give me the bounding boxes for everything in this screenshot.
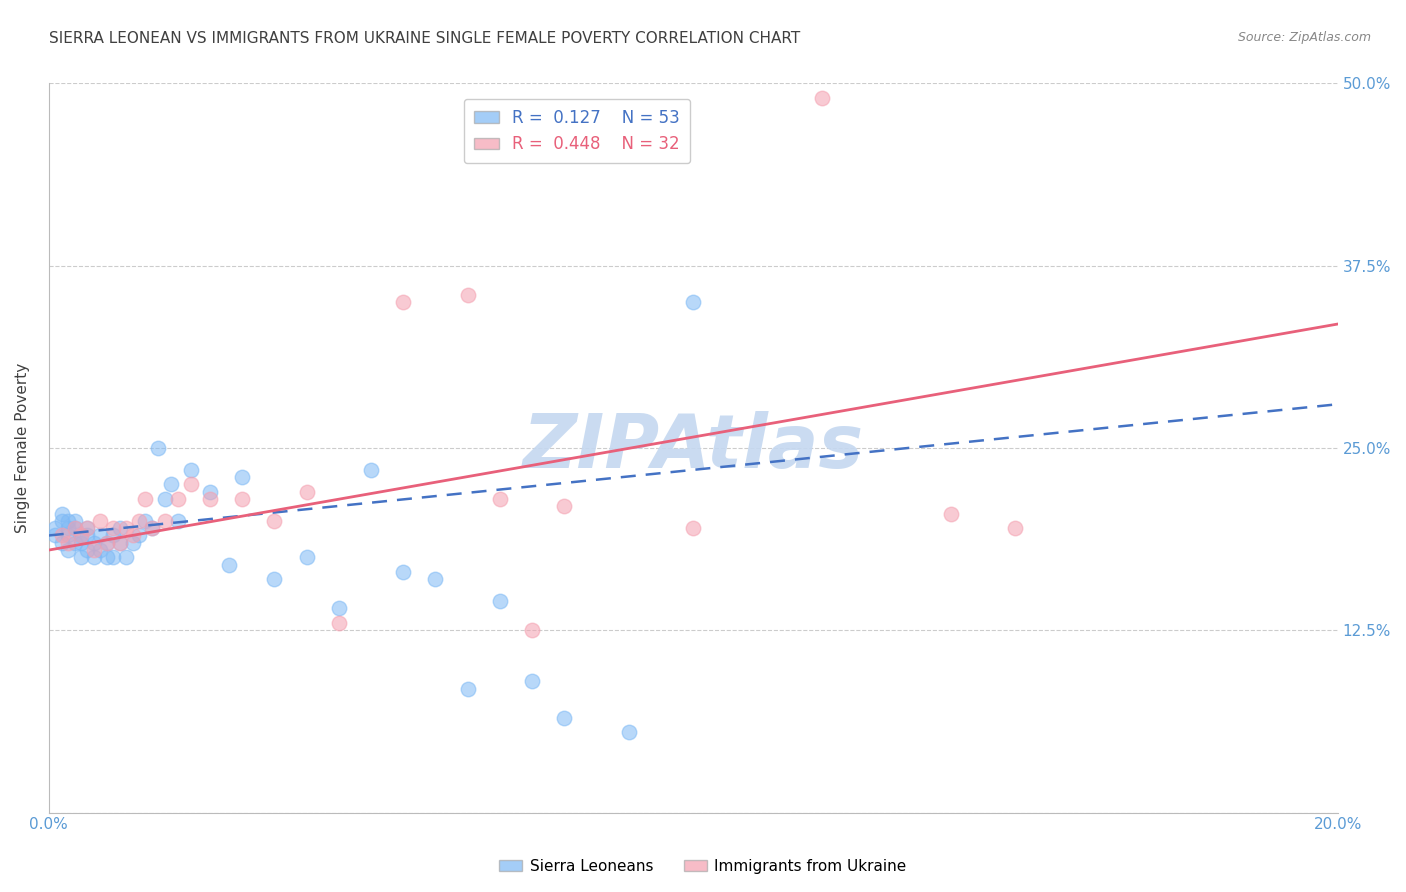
Point [63,521,86,535]
Point [811,91,834,105]
Point [231,470,253,484]
Point [83,550,105,565]
Text: Source: ZipAtlas.com: Source: ZipAtlas.com [1237,31,1371,45]
Point [198,491,221,506]
Point [108,521,131,535]
Point [392,565,415,579]
Point [392,295,415,310]
Point [76,521,98,535]
Point [295,484,318,499]
Point [128,528,150,542]
Point [263,514,285,528]
Point [51,507,73,521]
Point [44,521,66,535]
Point [160,477,183,491]
Point [328,601,350,615]
Point [457,681,479,696]
Point [295,550,318,565]
Point [141,521,163,535]
Legend: Sierra Leoneans, Immigrants from Ukraine: Sierra Leoneans, Immigrants from Ukraine [494,853,912,880]
Point [520,674,543,689]
Point [51,514,73,528]
Point [83,543,105,558]
Legend: R =  0.127    N = 53, R =  0.448    N = 32: R = 0.127 N = 53, R = 0.448 N = 32 [464,99,690,163]
Point [360,463,382,477]
Point [148,441,170,455]
Point [103,521,125,535]
Point [1004,521,1026,535]
Point [153,514,176,528]
Point [166,491,188,506]
Point [76,521,98,535]
Point [180,477,202,491]
Point [108,535,131,549]
Point [115,521,138,535]
Point [89,528,111,542]
Point [121,528,143,542]
Point [457,288,479,302]
Point [180,463,202,477]
Point [489,491,512,506]
Point [96,550,118,565]
Point [56,514,79,528]
Point [89,514,111,528]
Point [63,514,86,528]
Point [520,624,543,638]
Point [70,535,93,549]
Point [103,550,125,565]
Point [141,521,163,535]
Point [44,528,66,542]
Point [489,594,512,608]
Point [682,295,704,310]
Point [63,521,86,535]
Point [425,572,447,586]
Point [231,491,253,506]
Point [553,500,575,514]
Point [63,535,86,549]
Point [166,514,188,528]
Point [108,535,131,549]
Point [128,514,150,528]
Point [70,528,93,542]
Point [121,535,143,549]
Point [103,528,125,542]
Point [70,528,93,542]
Point [134,491,156,506]
Point [115,550,138,565]
Point [553,711,575,725]
Point [51,528,73,542]
Point [56,528,79,542]
Point [263,572,285,586]
Text: SIERRA LEONEAN VS IMMIGRANTS FROM UKRAINE SINGLE FEMALE POVERTY CORRELATION CHAR: SIERRA LEONEAN VS IMMIGRANTS FROM UKRAIN… [49,31,800,46]
Point [939,507,962,521]
Point [617,725,640,739]
Point [76,543,98,558]
Point [51,535,73,549]
Point [134,514,156,528]
Point [198,484,221,499]
Point [56,521,79,535]
Point [76,528,98,542]
Point [328,615,350,630]
Point [56,535,79,549]
Y-axis label: Single Female Poverty: Single Female Poverty [15,363,30,533]
Text: ZIPAtlas: ZIPAtlas [523,411,863,484]
Point [56,543,79,558]
Point [153,491,176,506]
Point [96,535,118,549]
Point [682,521,704,535]
Point [218,558,240,572]
Point [96,535,118,549]
Point [89,543,111,558]
Point [83,535,105,549]
Point [70,550,93,565]
